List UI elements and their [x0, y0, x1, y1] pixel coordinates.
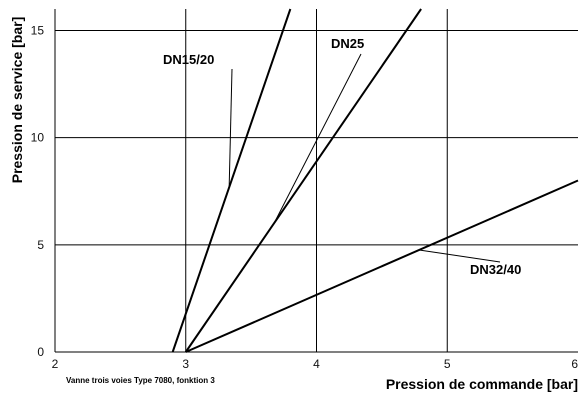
x-tick-label: 4	[313, 357, 320, 371]
x-tick-label: 6	[571, 357, 578, 371]
x-tick-label: 5	[444, 357, 451, 371]
leader-line-DN15/20	[228, 68, 233, 188]
series-label-DN15/20: DN15/20	[163, 52, 214, 67]
series-labels: DN15/20 DN25 DN32/40	[163, 36, 521, 277]
x-axis-title: Pression de commande [bar]	[386, 376, 578, 392]
series-line-DN25	[184, 8, 422, 353]
y-axis-title: Pression de service [bar]	[9, 17, 25, 184]
series-lines	[171, 8, 579, 353]
y-tick-label: 5	[37, 238, 44, 252]
plot-frame	[54, 9, 578, 353]
leader-line-DN32/40	[419, 249, 501, 263]
y-tick-label: 15	[31, 23, 45, 37]
label-leaders	[228, 53, 501, 263]
series-line-DN15/20	[171, 8, 292, 353]
series-line-DN32/40	[185, 179, 579, 353]
series-label-DN32/40: DN32/40	[470, 262, 521, 277]
tick-labels: 2 3 4 5 6 0 5 10 15	[31, 23, 579, 371]
y-tick-label: 10	[31, 131, 45, 145]
x-tick-label: 3	[182, 357, 189, 371]
y-tick-label: 0	[37, 345, 44, 359]
grid	[55, 9, 578, 352]
x-tick-label: 2	[52, 357, 59, 371]
series-label-DN25: DN25	[331, 36, 364, 51]
footnote: Vanne trois voies Type 7080, fonktion 3	[66, 376, 215, 385]
leader-line-DN25	[273, 53, 362, 224]
